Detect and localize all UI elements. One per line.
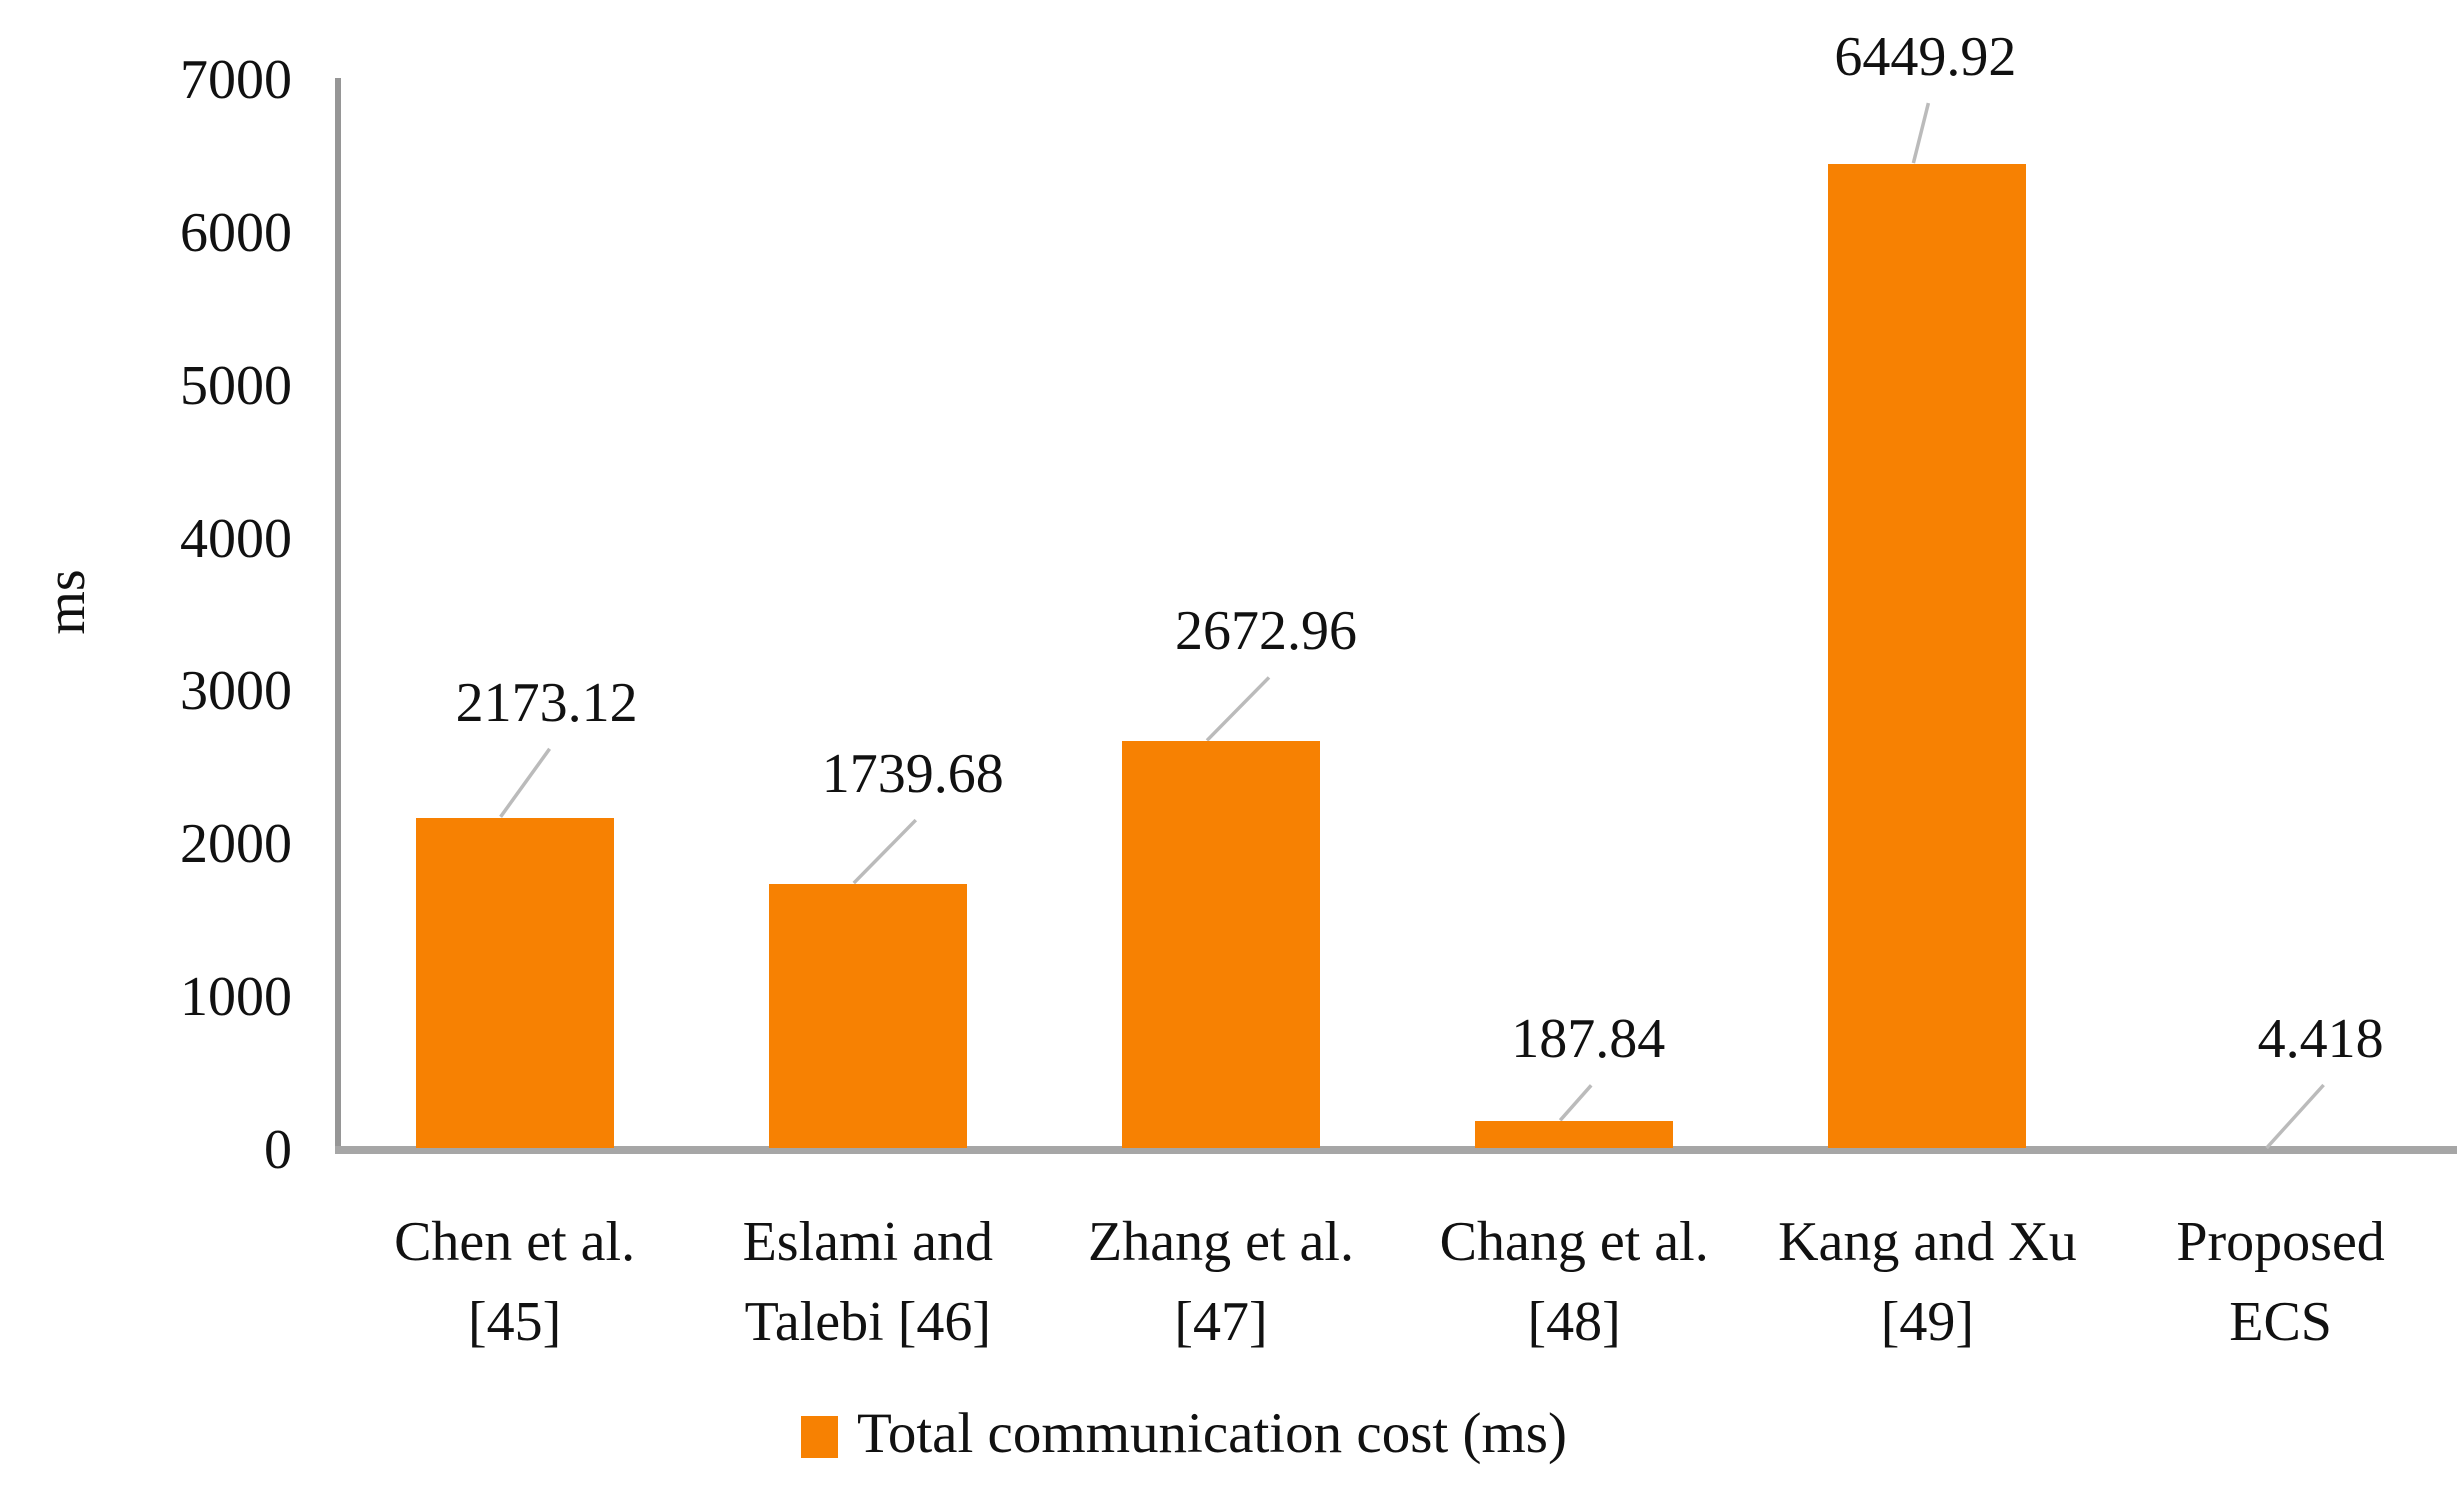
category-label-line: Proposed xyxy=(2176,1211,2385,1273)
value-label: 1739.68 xyxy=(821,743,1004,806)
category-label-line: Chen et al. xyxy=(394,1211,636,1273)
x-axis-baseline xyxy=(335,1146,2457,1154)
category-label: Zhang et al. [47] xyxy=(1031,1202,1411,1362)
bar-5 xyxy=(1828,164,2027,1148)
category-label-line: Eslami and xyxy=(742,1211,993,1273)
bar-4 xyxy=(1475,1121,1674,1148)
y-tick-label: 4000 xyxy=(180,507,292,570)
value-label: 187.84 xyxy=(1511,1008,1666,1071)
category-label-line: Talebi [46] xyxy=(744,1291,991,1353)
category-label: Kang and Xu [49] xyxy=(1737,1202,2117,1362)
legend-swatch-icon xyxy=(801,1415,838,1458)
category-label: Proposed ECS xyxy=(2091,1202,2457,1362)
bar-2 xyxy=(768,884,967,1148)
legend: Total communication cost (ms) xyxy=(801,1402,1567,1465)
bar-3 xyxy=(1122,741,1320,1148)
y-tick-label: 5000 xyxy=(180,354,292,417)
category-label: Chang et al. [48] xyxy=(1384,1202,1764,1362)
y-tick-label: 1000 xyxy=(180,966,292,1029)
value-label: 2173.12 xyxy=(455,671,638,734)
leader-line xyxy=(1205,676,1271,742)
y-axis-line xyxy=(335,78,341,1154)
category-label-line: Zhang et al. xyxy=(1088,1211,1354,1273)
bar-1 xyxy=(415,817,614,1148)
y-tick-label: 2000 xyxy=(180,813,292,876)
value-label: 2672.96 xyxy=(1175,600,1357,663)
leader-line xyxy=(852,818,918,885)
category-label-line: ECS xyxy=(2229,1291,2332,1353)
leader-line xyxy=(2265,1083,2325,1150)
y-tick-label: 7000 xyxy=(180,49,292,111)
category-label-line: [49] xyxy=(1880,1291,1975,1353)
leader-line xyxy=(1558,1084,1593,1122)
value-label: 6449.92 xyxy=(1834,26,2017,89)
value-label: 4.418 xyxy=(2257,1008,2384,1070)
y-tick-label: 3000 xyxy=(180,660,292,723)
legend-label: Total communication cost (ms) xyxy=(857,1402,1567,1465)
y-tick-label: 6000 xyxy=(180,201,292,264)
leader-line xyxy=(499,747,552,818)
category-label-line: [47] xyxy=(1174,1291,1268,1353)
category-label: Chen et al. [45] xyxy=(325,1202,705,1362)
category-label-line: Kang and Xu xyxy=(1778,1211,2077,1273)
leader-line xyxy=(1911,102,1931,164)
category-label-line: [45] xyxy=(467,1291,562,1353)
category-label: Eslami and Talebi [46] xyxy=(678,1202,1058,1362)
y-tick-label: 0 xyxy=(264,1119,292,1181)
category-label-line: Chang et al. xyxy=(1439,1211,1709,1273)
category-label-line: [48] xyxy=(1527,1291,1621,1353)
